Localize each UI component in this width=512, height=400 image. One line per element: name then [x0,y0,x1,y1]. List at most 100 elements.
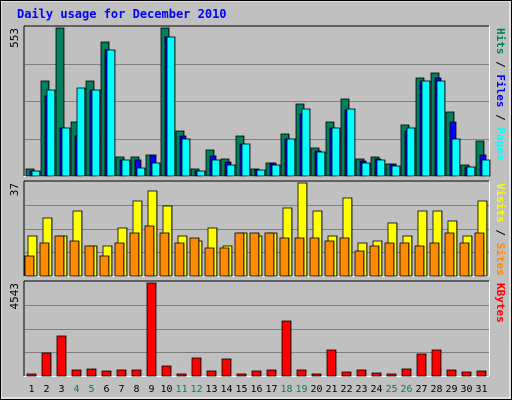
legend-separator: / [494,223,507,243]
bar-sites-day-23 [354,250,365,277]
bar-kbytes-day-29 [446,369,457,377]
bar-pages-day-6 [106,49,116,177]
panel-series-legend: Hits / Files / Pages [494,28,507,161]
bar-kbytes-day-28 [431,349,442,377]
panel-kbytes: 4543 KBytes [8,280,507,377]
bar-pages-day-24 [376,159,386,177]
x-tick-label-day-21: 21 [325,384,337,395]
bar-kbytes-day-20 [311,373,322,377]
x-tick-label-day-30: 30 [460,384,472,395]
bar-pages-day-25 [391,165,401,177]
bar-sites-day-6 [99,255,110,277]
panel-max-label: 37 [8,183,21,196]
bar-sites-day-25 [384,242,395,277]
bar-pages-day-27 [421,80,431,177]
x-tick-label-day-18: 18 [280,384,292,395]
bar-pages-day-1 [31,170,41,177]
bar-pages-day-10 [166,36,176,177]
bar-sites-day-24 [369,245,380,277]
bar-kbytes-day-5 [86,368,97,377]
x-tick-label-day-24: 24 [370,384,382,395]
bar-kbytes-day-26 [401,368,412,377]
bar-kbytes-day-17 [266,369,277,377]
bar-pages-day-12 [196,170,206,177]
bar-sites-day-9 [144,225,155,277]
x-tick-label-day-3: 3 [58,384,64,395]
legend-separator: / [494,55,507,75]
bar-pages-day-2 [46,89,56,177]
bar-sites-day-31 [474,232,485,277]
bar-pages-day-14 [226,164,236,177]
bar-kbytes-day-3 [56,335,67,377]
x-tick-label-day-5: 5 [88,384,94,395]
legend-visits: Visits [494,183,507,223]
bar-kbytes-day-7 [116,369,127,377]
x-tick-label-day-19: 19 [295,384,307,395]
bar-sites-day-18 [279,237,290,277]
x-tick-label-day-27: 27 [415,384,427,395]
x-tick-label-day-11: 11 [175,384,187,395]
bar-pages-day-30 [466,166,476,177]
chart-title: Daily usage for December 2010 [17,7,227,21]
bar-kbytes-day-22 [341,371,352,377]
bar-pages-day-15 [241,143,251,177]
bar-kbytes-day-13 [206,370,217,377]
x-tick-label-day-25: 25 [385,384,397,395]
panel-series-legend: KBytes [494,283,507,323]
bar-kbytes-day-24 [371,372,382,377]
bar-kbytes-day-11 [176,373,187,377]
legend-files: Files [494,74,507,107]
x-tick-label-day-28: 28 [430,384,442,395]
bar-sites-day-8 [129,232,140,277]
legend-sites: Sites [494,243,507,276]
bar-pages-day-3 [61,127,71,177]
bar-kbytes-day-4 [71,369,82,377]
bar-kbytes-day-18 [281,320,292,377]
x-tick-label-day-8: 8 [133,384,139,395]
bar-kbytes-day-21 [326,349,337,377]
bar-sites-day-3 [54,235,65,277]
panel-max-label: 4543 [8,283,21,310]
x-tick-label-day-9: 9 [148,384,154,395]
bar-sites-day-5 [84,245,95,277]
bar-pages-day-20 [316,151,326,177]
legend-pages: Pages [494,127,507,160]
panel-series-legend: Visits / Sites [494,183,507,276]
panel-hits-files-pages: 553 Hits / Files / Pages [8,25,507,177]
bar-sites-day-14 [219,247,230,277]
bar-kbytes-day-27 [416,353,427,377]
bar-sites-day-27 [414,245,425,277]
panel-max-label: 553 [8,28,21,48]
bar-sites-day-28 [429,242,440,277]
bar-pages-day-22 [346,108,356,177]
panel-visits-sites: 37 Visits / Sites [8,180,507,277]
bar-kbytes-day-16 [251,370,262,377]
bar-sites-day-10 [159,232,170,277]
bar-pages-day-17 [271,164,281,177]
x-tick-label-day-31: 31 [475,384,487,395]
bar-sites-day-11 [174,242,185,277]
bar-pages-day-18 [286,138,296,177]
bar-sites-day-22 [339,237,350,277]
bar-sites-day-4 [69,240,80,277]
x-tick-label-day-12: 12 [190,384,202,395]
bar-sites-day-21 [324,240,335,277]
bar-pages-day-19 [301,108,311,177]
bar-sites-day-13 [204,247,215,277]
bar-pages-day-11 [181,138,191,177]
bar-kbytes-day-8 [131,369,142,377]
bar-sites-day-17 [264,232,275,277]
x-tick-label-day-14: 14 [220,384,232,395]
x-tick-label-day-6: 6 [103,384,109,395]
bar-pages-day-16 [256,169,266,177]
bar-pages-day-21 [331,127,341,177]
bar-sites-day-16 [249,232,260,277]
legend-kbytes: KBytes [494,283,507,323]
bar-pages-day-4 [76,87,86,177]
bar-pages-day-13 [211,159,221,177]
bar-kbytes-day-1 [26,373,37,377]
bar-sites-day-15 [234,232,245,277]
x-tick-label-day-20: 20 [310,384,322,395]
bar-kbytes-day-10 [161,365,172,377]
